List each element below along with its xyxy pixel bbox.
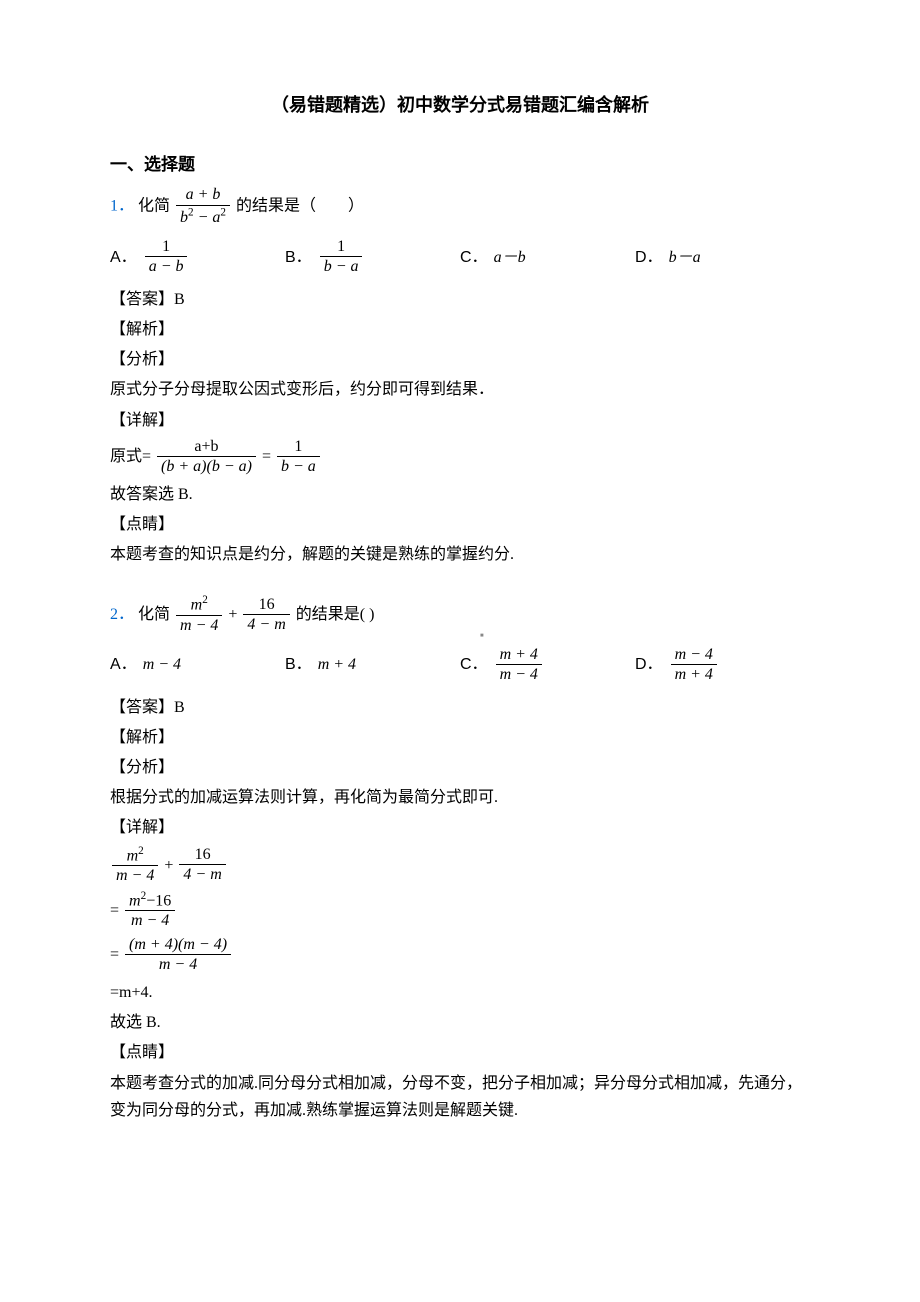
q2-mid: 的结果是( ) — [296, 606, 375, 623]
q1-step-num: a+b — [157, 437, 256, 457]
q2-step3: = (m + 4)(m − 4) m − 4 — [110, 935, 810, 976]
q2-jiexi: 【解析】 — [110, 724, 810, 751]
q2-s1-t1-num: m — [127, 847, 139, 864]
q2-choice-b: B． m + 4 — [285, 651, 460, 678]
q2-choice-d: D． m − 4 m + 4 — [635, 645, 810, 686]
q2-c-num: m + 4 — [496, 645, 542, 665]
q2-dianjing: 【点睛】 — [110, 1039, 810, 1066]
q2-guxuan: 故选 B. — [110, 1009, 810, 1036]
q2-s2-eq: = — [110, 902, 119, 919]
q1-fenxi: 【分析】 — [110, 346, 810, 373]
q1-d-label: D． — [635, 244, 663, 271]
q2-t1-num: m — [191, 597, 203, 614]
q1-a-den: a − b — [145, 257, 188, 278]
q1-d-text: b－a — [669, 244, 701, 271]
q1-post: 的结果是（ ） — [236, 198, 364, 215]
q2-stem: 2． 化简 m2 m − 4 + 16 4 − m 的结果是( ) — [110, 594, 810, 636]
q1-c-text: a－b — [494, 244, 526, 271]
q2-s3-eq: = — [110, 946, 119, 963]
q1-b-den: b − a — [320, 257, 363, 278]
q2-t1-den: m − 4 — [176, 616, 222, 637]
q1-main-frac: a + b b2 − a2 — [176, 185, 230, 228]
q2-c-label: C． — [460, 651, 488, 678]
dot-marker: ■ — [480, 631, 484, 641]
q2-a-label: A． — [110, 651, 137, 678]
q1-b-num: 1 — [320, 237, 363, 257]
section-heading: 一、选择题 — [110, 151, 810, 180]
q1-a-label: A． — [110, 244, 137, 271]
q2-plus: + — [228, 606, 237, 623]
q2-choices: A． m − 4 B． m + 4 ■ C． m + 4 m − 4 D． m … — [110, 645, 810, 686]
q1-step-den: (b + a)(b − a) — [157, 457, 256, 478]
q2-t1: m2 m − 4 — [176, 594, 222, 636]
q2-dianjing-text: 本题考查分式的加减.同分母分式相加减，分母不变，把分子相加减；异分母分式相加减，… — [110, 1070, 810, 1124]
q1-res-num: 1 — [277, 437, 320, 457]
q1-b-label: B． — [285, 244, 312, 271]
q2-s3-den: m − 4 — [125, 955, 231, 976]
q1-answer: 【答案】B — [110, 286, 810, 313]
q2-d-den: m + 4 — [671, 665, 717, 686]
q2-d-label: D． — [635, 651, 663, 678]
q2-step4: =m+4. — [110, 979, 810, 1006]
q1-a-num: 1 — [145, 237, 188, 257]
q2-fenxi-text: 根据分式的加减运算法则计算，再化简为最简分式即可. — [110, 784, 810, 811]
q1-c-label: C． — [460, 244, 488, 271]
q2-number: 2． — [110, 606, 134, 623]
q1-stem: 1． 化简 a + b b2 − a2 的结果是（ ） — [110, 185, 810, 228]
q2-s2-num-r: −16 — [146, 892, 171, 909]
q1-eq: = — [262, 448, 271, 465]
q1-den-b: b — [180, 209, 188, 226]
q1-dianjing-text: 本题考查的知识点是约分，解题的关键是熟练的掌握约分. — [110, 541, 810, 568]
q1-choice-c: C． a－b — [460, 244, 635, 271]
q1-choice-d: D． b－a — [635, 244, 810, 271]
q1-yuanshi: 原式= — [110, 448, 151, 465]
q1-pre: 化简 — [138, 198, 170, 215]
q1-choice-b: B． 1 b − a — [285, 237, 460, 278]
q1-dianjing: 【点睛】 — [110, 511, 810, 538]
q2-s1-plus: + — [164, 856, 173, 873]
q2-s2-den: m − 4 — [125, 911, 175, 932]
q1-choices: A． 1 a − b B． 1 b − a C． a－b D． b－a — [110, 237, 810, 278]
q2-step2: = m2−16 m − 4 — [110, 890, 810, 932]
q2-c-den: m − 4 — [496, 665, 542, 686]
q2-answer: 【答案】B — [110, 694, 810, 721]
q1-fenxi-text: 原式分子分母提取公因式变形后，约分即可得到结果． — [110, 376, 810, 403]
q2-a-text: m − 4 — [143, 651, 181, 678]
q2-t2-num: 16 — [243, 595, 289, 615]
doc-title: （易错题精选）初中数学分式易错题汇编含解析 — [110, 90, 810, 121]
q1-res-den: b − a — [277, 457, 320, 478]
q2-fenxi: 【分析】 — [110, 754, 810, 781]
q2-s1-t1-den: m − 4 — [112, 866, 158, 887]
q2-s1-t2-den: 4 − m — [179, 865, 225, 886]
q2-t2: 16 4 − m — [243, 595, 289, 636]
q2-xiangjie: 【详解】 — [110, 814, 810, 841]
q1-number: 1． — [110, 198, 134, 215]
q1-choice-a: A． 1 a − b — [110, 237, 285, 278]
q1-frac-num: a + b — [186, 186, 221, 203]
q2-t2-den: 4 − m — [243, 615, 289, 636]
q2-step1: m2 m − 4 + 16 4 − m — [110, 845, 810, 887]
q2-b-label: B． — [285, 651, 312, 678]
q2-choice-a: A． m − 4 — [110, 651, 285, 678]
q1-xiangjie: 【详解】 — [110, 407, 810, 434]
q2-b-text: m + 4 — [318, 651, 356, 678]
q1-guxuan: 故答案选 B. — [110, 481, 810, 508]
q1-jiexi: 【解析】 — [110, 316, 810, 343]
q2-choice-c: ■ C． m + 4 m − 4 — [460, 645, 635, 686]
q2-pre: 化简 — [138, 606, 170, 623]
q2-d-num: m − 4 — [671, 645, 717, 665]
q2-s3-num: (m + 4)(m − 4) — [125, 935, 231, 955]
q2-s2-num-l: m — [129, 892, 141, 909]
q2-s1-t2-num: 16 — [179, 845, 225, 865]
q1-step: 原式= a+b (b + a)(b − a) = 1 b − a — [110, 437, 810, 478]
